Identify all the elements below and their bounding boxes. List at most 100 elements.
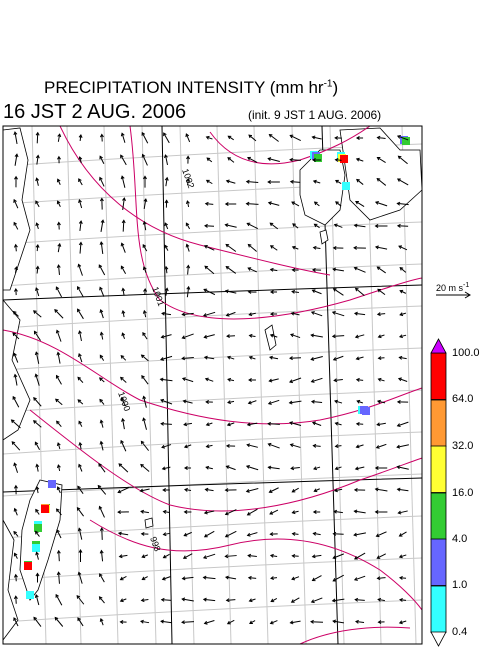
wind-arrow <box>334 444 342 449</box>
wind-arrow <box>377 377 385 382</box>
precip-cell <box>24 562 32 570</box>
wind-arrow <box>396 421 409 427</box>
wind-arrow <box>355 200 365 207</box>
wind-arrow <box>203 530 215 538</box>
wind-arrow <box>397 377 408 382</box>
wind-arrow <box>269 333 278 338</box>
wind-arrow <box>376 177 387 186</box>
wind-arrow <box>99 309 104 319</box>
wind-arrow <box>247 289 257 294</box>
wind-arrow <box>291 576 300 581</box>
precip-cell <box>34 524 42 532</box>
wind-arrow <box>160 619 173 624</box>
wind-arrow <box>398 620 407 625</box>
wind-arrow <box>227 377 235 382</box>
wind-arrow <box>225 575 237 580</box>
wind-arrow <box>203 355 215 360</box>
wind-arrow <box>399 267 407 273</box>
wind-arrow <box>205 179 213 185</box>
wind-arrow <box>99 617 104 626</box>
wind-arrow <box>224 554 237 559</box>
wind-arrow <box>35 265 40 274</box>
grid-latitude-line <box>2 599 423 623</box>
wind-arrow <box>245 465 259 471</box>
okinawa <box>264 324 277 351</box>
wind-arrow <box>249 620 256 625</box>
wind-arrow <box>35 222 40 230</box>
wind-arrow <box>247 553 257 558</box>
wind-arrow <box>225 179 236 184</box>
wind-arrow <box>162 553 170 559</box>
wind-arrow <box>331 311 345 317</box>
wind-arrow <box>203 334 215 339</box>
wind-arrow <box>290 466 300 471</box>
wind-arrow <box>140 463 150 472</box>
wind-arrow <box>120 354 127 361</box>
wind-arrow <box>333 223 343 228</box>
wind-arrow <box>377 288 386 296</box>
wind-arrow <box>35 572 40 583</box>
wind-arrow <box>99 419 104 428</box>
wind-arrow <box>313 466 321 471</box>
wind-arrow <box>396 135 409 141</box>
wind-arrow <box>269 222 279 230</box>
wind-arrow <box>12 332 20 340</box>
wind-arrow <box>353 245 366 250</box>
wind-arrow <box>269 245 278 251</box>
wind-arrow <box>140 531 149 536</box>
colorbar-segment <box>430 399 447 447</box>
wind-arrow <box>245 488 259 493</box>
wind-arrow <box>355 619 365 624</box>
wind-arrow <box>13 530 19 537</box>
wind-arrow <box>142 395 147 408</box>
map-frame <box>2 125 423 645</box>
wind-arrow <box>376 576 386 581</box>
wind-arrow <box>13 131 18 144</box>
wind-arrow <box>267 399 280 405</box>
wind-arrow <box>247 575 257 580</box>
wind-arrow <box>289 620 301 625</box>
wind-arrow <box>56 464 61 472</box>
wind-arrow <box>78 330 82 342</box>
wind-arrow <box>100 219 105 232</box>
wind-arrow <box>375 443 387 449</box>
wind-arrow <box>313 488 320 493</box>
wind-arrow <box>55 374 62 385</box>
wind-arrow <box>248 598 256 603</box>
wind-arrow <box>99 398 105 405</box>
wind-arrow <box>76 594 85 605</box>
wind-arrow <box>313 223 320 229</box>
wind-arrow <box>160 421 172 426</box>
isobar-998-south <box>299 626 411 645</box>
wind-arrow <box>311 421 322 426</box>
wind-arrow <box>99 573 105 583</box>
wind-scale-exponent: -1 <box>463 282 470 289</box>
wind-arrow <box>35 551 40 560</box>
wind-arrow <box>181 356 194 361</box>
colorbar-segment <box>430 445 447 493</box>
isobar-998 <box>89 519 423 611</box>
wind-arrow <box>77 485 84 494</box>
grid-latitude-line <box>2 347 423 371</box>
wind-arrow <box>118 554 128 559</box>
wind-arrow <box>13 198 19 209</box>
grid-longitude-line <box>66 125 82 645</box>
wind-arrow <box>76 506 84 517</box>
tsushima <box>319 229 329 245</box>
wind-arrow <box>334 157 342 162</box>
wind-arrow <box>247 243 257 252</box>
wind-arrow <box>291 268 299 272</box>
isobar-1000 <box>2 329 423 425</box>
wind-arrow <box>312 158 321 162</box>
wind-arrow <box>398 531 407 537</box>
wind-arrow <box>291 245 299 250</box>
wind-arrow <box>353 266 366 273</box>
wind-arrow <box>333 509 343 514</box>
wind-arrow <box>269 620 278 625</box>
wind-arrow <box>206 157 213 163</box>
wind-arrow <box>78 156 83 164</box>
wind-arrow <box>203 244 215 251</box>
wind-arrow <box>332 245 344 250</box>
grid-latitude-line <box>2 431 423 455</box>
wind-arrow <box>353 575 366 581</box>
